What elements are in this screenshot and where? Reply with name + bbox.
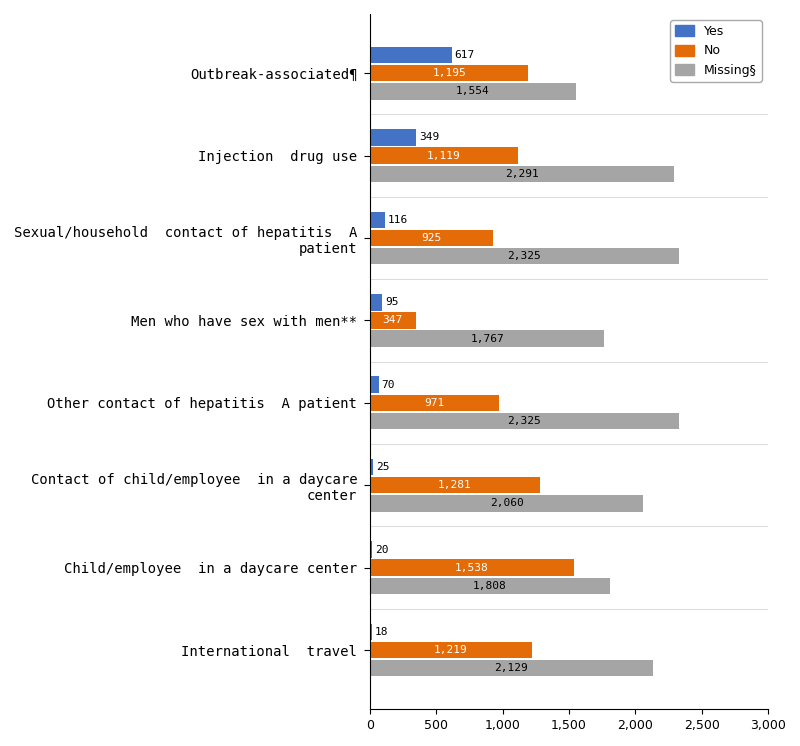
- Bar: [370, 148, 518, 164]
- Bar: [370, 377, 379, 393]
- Bar: [370, 212, 385, 228]
- Text: 1,195: 1,195: [432, 68, 466, 78]
- Bar: [370, 477, 540, 494]
- Bar: [370, 65, 529, 81]
- Text: 349: 349: [418, 133, 439, 142]
- Bar: [370, 294, 382, 310]
- Bar: [370, 47, 452, 63]
- Bar: [370, 542, 373, 558]
- Bar: [370, 577, 610, 594]
- Text: 617: 617: [454, 50, 474, 60]
- Text: 1,538: 1,538: [455, 562, 489, 573]
- Text: 1,767: 1,767: [470, 333, 504, 344]
- Text: 18: 18: [375, 627, 388, 637]
- Text: 20: 20: [375, 545, 389, 554]
- Text: 116: 116: [388, 215, 408, 225]
- Bar: [370, 129, 416, 145]
- Text: 1,554: 1,554: [456, 87, 490, 96]
- Text: 1,119: 1,119: [427, 151, 461, 160]
- Text: 971: 971: [424, 398, 444, 408]
- Text: 347: 347: [382, 316, 403, 325]
- Text: 2,325: 2,325: [507, 416, 541, 426]
- Bar: [370, 642, 532, 658]
- Text: 2,129: 2,129: [494, 663, 528, 673]
- Bar: [370, 624, 372, 640]
- Text: 2,291: 2,291: [505, 169, 538, 179]
- Text: 2,325: 2,325: [507, 251, 541, 261]
- Text: 1,281: 1,281: [438, 480, 472, 490]
- Bar: [370, 459, 373, 475]
- Text: 70: 70: [382, 380, 395, 389]
- Bar: [370, 83, 576, 99]
- Bar: [370, 560, 574, 576]
- Bar: [370, 395, 498, 411]
- Bar: [370, 330, 605, 347]
- Bar: [370, 230, 493, 246]
- Text: 1,219: 1,219: [434, 645, 467, 655]
- Text: 925: 925: [421, 233, 442, 243]
- Legend: Yes, No, Missing§: Yes, No, Missing§: [670, 20, 762, 81]
- Bar: [370, 660, 653, 677]
- Bar: [370, 312, 416, 329]
- Bar: [370, 166, 674, 182]
- Text: 1,808: 1,808: [473, 581, 506, 591]
- Bar: [370, 495, 643, 512]
- Text: 25: 25: [376, 462, 390, 472]
- Text: 95: 95: [385, 298, 398, 307]
- Text: 2,060: 2,060: [490, 498, 523, 508]
- Bar: [370, 413, 678, 429]
- Bar: [370, 248, 678, 264]
